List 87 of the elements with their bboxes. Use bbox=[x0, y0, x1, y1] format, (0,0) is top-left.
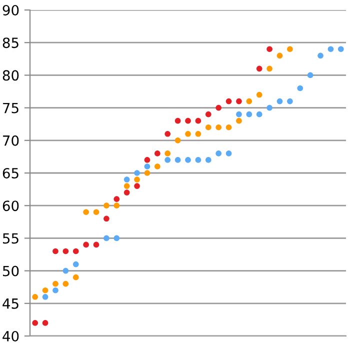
point bbox=[318, 52, 324, 59]
point bbox=[236, 118, 242, 124]
y-tick-label: 45 bbox=[2, 298, 18, 309]
point bbox=[72, 274, 79, 280]
point bbox=[32, 294, 38, 300]
y-tick-label: 65 bbox=[2, 168, 18, 178]
point bbox=[42, 287, 48, 294]
point bbox=[307, 72, 314, 78]
y-tick-label: 55 bbox=[2, 233, 18, 244]
point bbox=[287, 98, 293, 104]
point bbox=[185, 157, 191, 163]
point bbox=[226, 150, 232, 156]
point bbox=[185, 130, 191, 137]
point bbox=[134, 176, 140, 182]
point bbox=[174, 137, 181, 144]
point bbox=[124, 176, 130, 182]
point bbox=[266, 46, 272, 52]
point bbox=[154, 164, 160, 170]
point bbox=[114, 202, 120, 209]
point bbox=[185, 118, 191, 124]
point bbox=[114, 235, 120, 242]
point bbox=[52, 280, 58, 287]
point bbox=[144, 157, 150, 163]
point bbox=[205, 111, 212, 118]
point bbox=[154, 150, 160, 156]
point bbox=[256, 92, 262, 98]
point bbox=[246, 111, 252, 118]
point bbox=[164, 150, 171, 156]
y-tick-label: 75 bbox=[3, 102, 18, 114]
point bbox=[287, 46, 293, 52]
point bbox=[42, 320, 48, 326]
point bbox=[195, 130, 202, 137]
point bbox=[52, 248, 58, 254]
point bbox=[104, 202, 110, 209]
point bbox=[174, 118, 181, 124]
point bbox=[93, 209, 100, 216]
point bbox=[72, 248, 79, 254]
point bbox=[72, 261, 79, 268]
point bbox=[52, 287, 58, 294]
point bbox=[174, 157, 181, 163]
point bbox=[32, 320, 38, 326]
point bbox=[114, 196, 120, 202]
point bbox=[62, 268, 69, 274]
point bbox=[124, 183, 130, 189]
y-tick-label: 90 bbox=[2, 4, 19, 16]
point bbox=[42, 294, 48, 300]
point bbox=[93, 242, 100, 248]
point bbox=[83, 209, 89, 216]
point bbox=[134, 183, 140, 189]
y-tick-label: 50 bbox=[2, 266, 19, 276]
point bbox=[226, 124, 232, 130]
point bbox=[124, 190, 130, 196]
point bbox=[195, 118, 202, 124]
y-tick-label: 85 bbox=[2, 38, 18, 48]
point bbox=[104, 216, 110, 222]
y-tick-label: 70 bbox=[3, 135, 19, 146]
point bbox=[164, 130, 171, 137]
point bbox=[226, 98, 232, 104]
point bbox=[83, 242, 89, 248]
point bbox=[236, 111, 242, 118]
point bbox=[134, 170, 140, 176]
point bbox=[144, 170, 150, 176]
point bbox=[338, 46, 344, 52]
y-tick-label: 40 bbox=[2, 330, 19, 342]
point bbox=[297, 85, 304, 92]
point bbox=[104, 235, 110, 242]
point bbox=[205, 124, 212, 130]
point bbox=[164, 157, 171, 163]
point bbox=[276, 98, 283, 104]
point bbox=[144, 164, 150, 170]
point bbox=[205, 157, 212, 163]
point bbox=[216, 150, 222, 156]
point bbox=[195, 157, 202, 163]
point bbox=[328, 46, 334, 52]
point bbox=[266, 104, 272, 111]
point bbox=[62, 280, 69, 287]
point bbox=[62, 248, 69, 254]
point bbox=[236, 98, 242, 104]
point bbox=[276, 52, 283, 59]
point bbox=[216, 124, 222, 130]
point bbox=[246, 98, 252, 104]
point bbox=[256, 111, 262, 118]
point bbox=[256, 66, 262, 72]
point bbox=[266, 66, 272, 72]
point bbox=[216, 104, 222, 111]
y-tick-label: 80 bbox=[2, 70, 19, 81]
y-tick-label: 60 bbox=[2, 200, 19, 212]
